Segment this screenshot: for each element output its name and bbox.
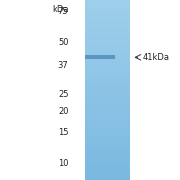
Text: 20: 20 — [58, 107, 68, 116]
Text: 50: 50 — [58, 38, 68, 47]
Text: 15: 15 — [58, 128, 68, 137]
Text: 75: 75 — [58, 8, 68, 17]
Text: 41kDa: 41kDa — [142, 53, 169, 62]
Text: 10: 10 — [58, 159, 68, 168]
Text: kDa: kDa — [52, 5, 68, 14]
Text: 25: 25 — [58, 90, 68, 99]
Text: 37: 37 — [58, 60, 68, 69]
